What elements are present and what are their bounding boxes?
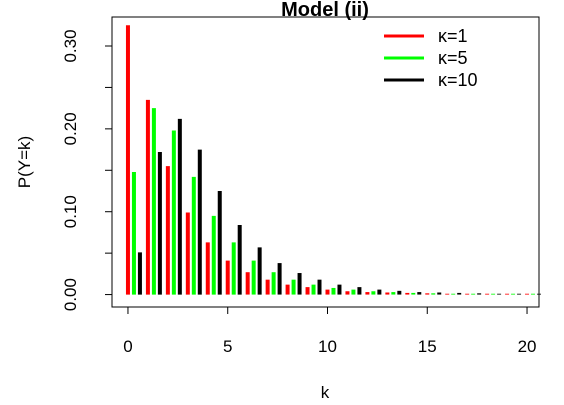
bars-layer: [125, 25, 541, 295]
y-tick-label: 0.20: [61, 112, 80, 145]
y-axis-label: P(Y=k): [15, 136, 34, 188]
x-tick-label: 15: [418, 337, 437, 356]
plot-frame: [111, 16, 540, 308]
legend-label-1: κ=1: [438, 26, 468, 46]
x-tick-label: 10: [318, 337, 337, 356]
x-tick-label: 0: [123, 337, 132, 356]
y-tick-label: 0.10: [61, 195, 80, 228]
y-tick-label: 0.30: [61, 29, 80, 62]
x-tick-label: 5: [223, 337, 232, 356]
y-tick-label: 0.00: [61, 278, 80, 311]
x-axis-label: k: [321, 383, 330, 402]
legend-label-2: κ=5: [438, 48, 468, 68]
chart-title: Model (ii): [281, 0, 369, 21]
x-axis: 0 5 10 15 20: [123, 306, 537, 356]
y-axis: 0.00 0.10 0.20 0.30: [61, 29, 113, 311]
x-tick-label: 20: [518, 337, 537, 356]
legend-label-3: κ=10: [438, 70, 478, 90]
legend: κ=1κ=5κ=10: [384, 26, 478, 90]
